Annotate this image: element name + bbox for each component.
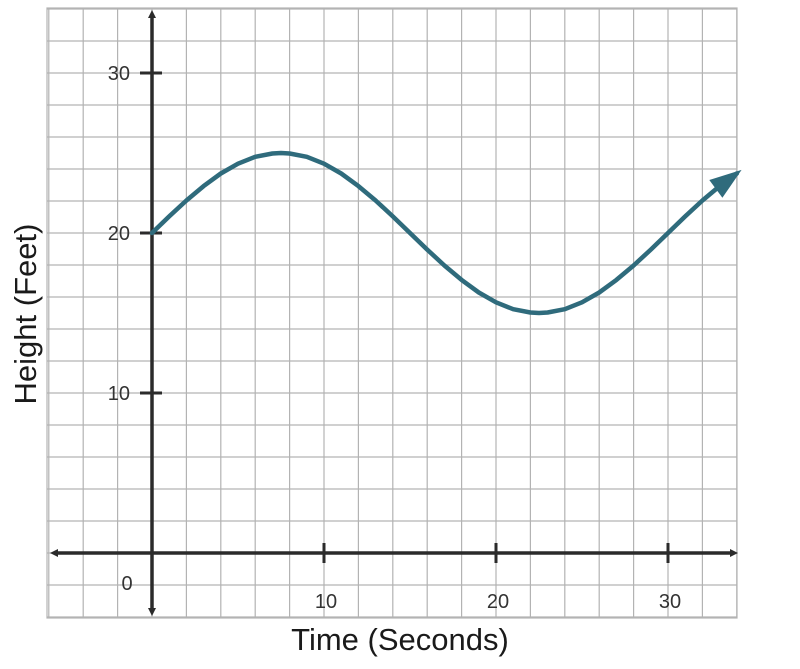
y-tick-label: 30	[108, 63, 130, 85]
plot-border	[46, 7, 738, 619]
series-curve	[149, 150, 740, 316]
x-axis-title: Time (Seconds)	[291, 622, 509, 657]
origin-label: 0	[121, 573, 132, 595]
axes	[50, 10, 738, 616]
series	[149, 150, 742, 316]
y-tick-label: 10	[108, 383, 130, 405]
grid	[46, 7, 738, 619]
x-tick-label: 10	[315, 591, 337, 613]
ticks: 10 20 30 10 20 30	[108, 63, 681, 613]
y-tick-label: 20	[108, 223, 130, 245]
y-axis-title: Height (Feet)	[8, 224, 43, 405]
series-arrowhead	[709, 169, 742, 198]
x-tick-label: 20	[487, 591, 509, 613]
labels: Time (Seconds) Height (Feet) 0	[8, 224, 509, 657]
x-tick-label: 30	[659, 591, 681, 613]
